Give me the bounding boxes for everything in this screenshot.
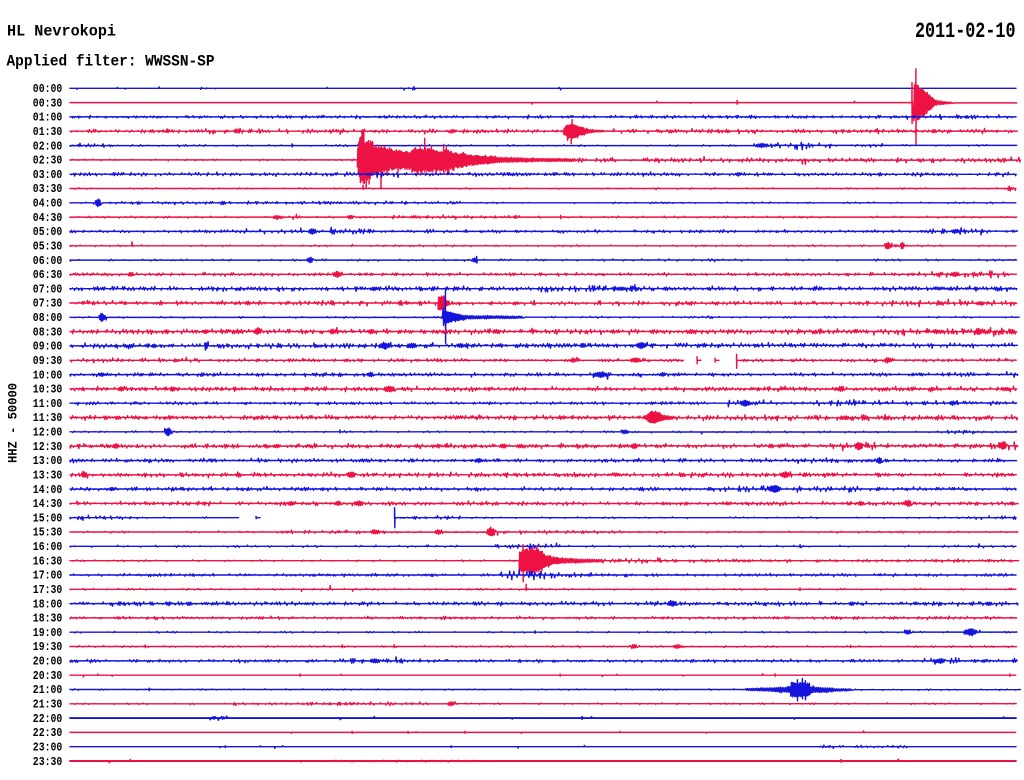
svg-text:16:30: 16:30 <box>33 554 63 568</box>
svg-text:15:30: 15:30 <box>33 526 63 540</box>
svg-text:21:00: 21:00 <box>33 683 63 697</box>
svg-text:06:30: 06:30 <box>33 268 63 282</box>
svg-text:10:30: 10:30 <box>33 383 63 397</box>
svg-text:19:00: 19:00 <box>33 626 63 640</box>
svg-text:13:00: 13:00 <box>33 454 63 468</box>
svg-text:05:30: 05:30 <box>33 240 63 254</box>
svg-text:04:00: 04:00 <box>33 197 63 211</box>
svg-text:04:30: 04:30 <box>33 211 63 225</box>
svg-text:17:30: 17:30 <box>33 583 63 597</box>
svg-text:01:00: 01:00 <box>33 111 63 125</box>
svg-text:08:00: 08:00 <box>33 311 63 325</box>
svg-text:17:00: 17:00 <box>33 569 63 583</box>
svg-text:19:30: 19:30 <box>33 640 63 654</box>
svg-text:18:30: 18:30 <box>33 612 63 626</box>
svg-text:09:00: 09:00 <box>33 340 63 354</box>
svg-text:22:30: 22:30 <box>33 726 63 740</box>
svg-text:06:00: 06:00 <box>33 254 63 268</box>
svg-text:14:30: 14:30 <box>33 497 63 511</box>
svg-text:HHZ - 50000: HHZ - 50000 <box>7 383 21 463</box>
svg-text:20:00: 20:00 <box>33 655 63 669</box>
svg-text:23:30: 23:30 <box>33 755 63 769</box>
svg-text:05:00: 05:00 <box>33 225 63 239</box>
svg-text:HL Nevrokopi: HL Nevrokopi <box>7 22 116 40</box>
svg-text:08:30: 08:30 <box>33 325 63 339</box>
svg-text:10:00: 10:00 <box>33 368 63 382</box>
svg-text:11:30: 11:30 <box>33 411 63 425</box>
svg-text:2011-02-10: 2011-02-10 <box>915 19 1016 44</box>
svg-text:11:00: 11:00 <box>33 397 63 411</box>
svg-text:20:30: 20:30 <box>33 669 63 683</box>
svg-text:12:00: 12:00 <box>33 426 63 440</box>
svg-text:00:00: 00:00 <box>33 82 63 96</box>
svg-text:02:30: 02:30 <box>33 154 63 168</box>
svg-text:18:00: 18:00 <box>33 597 63 611</box>
svg-text:14:00: 14:00 <box>33 483 63 497</box>
svg-text:03:00: 03:00 <box>33 168 63 182</box>
svg-text:03:30: 03:30 <box>33 182 63 196</box>
svg-text:12:30: 12:30 <box>33 440 63 454</box>
svg-text:00:30: 00:30 <box>33 96 63 110</box>
svg-text:13:30: 13:30 <box>33 469 63 483</box>
svg-text:07:00: 07:00 <box>33 282 63 296</box>
svg-text:Applied filter: WWSSN-SP: Applied filter: WWSSN-SP <box>7 53 215 71</box>
svg-text:01:30: 01:30 <box>33 125 63 139</box>
svg-text:15:00: 15:00 <box>33 511 63 525</box>
svg-text:23:00: 23:00 <box>33 740 63 754</box>
svg-text:22:00: 22:00 <box>33 712 63 726</box>
svg-text:09:30: 09:30 <box>33 354 63 368</box>
svg-text:21:30: 21:30 <box>33 698 63 712</box>
svg-text:02:00: 02:00 <box>33 139 63 153</box>
svg-text:16:00: 16:00 <box>33 540 63 554</box>
svg-text:07:30: 07:30 <box>33 297 63 311</box>
